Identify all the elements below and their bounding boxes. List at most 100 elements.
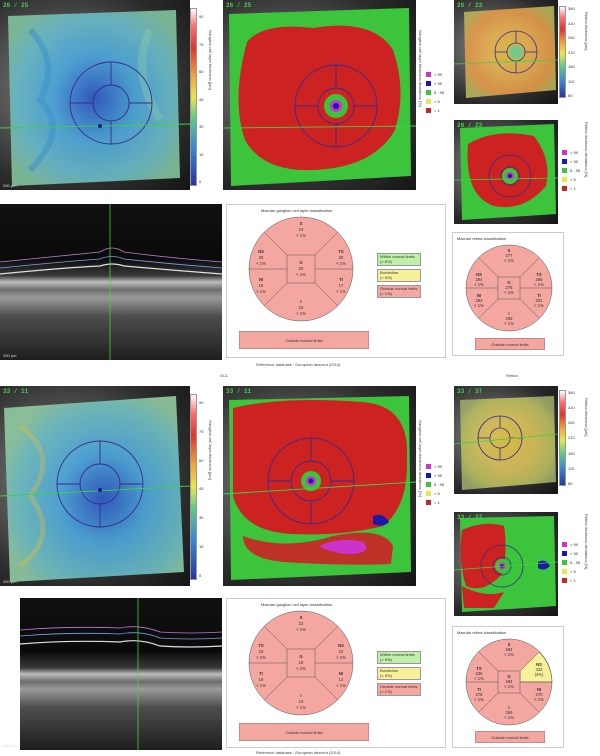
- sector-value: 23: [299, 227, 304, 232]
- status-within: Within normal limits (> 5%): [377, 651, 421, 664]
- thickness-colorbar-title: Ganglion cell layer thickness [µm]: [208, 420, 213, 480]
- legend-item: < 1: [562, 576, 580, 585]
- retina-colorbar: [559, 390, 566, 486]
- gcl-thickness-overlay: [0, 10, 190, 186]
- tick: 0: [199, 572, 202, 578]
- sector-label: G: [299, 260, 302, 265]
- legend-swatch: [562, 578, 567, 583]
- sector-pct: < 1%: [534, 697, 544, 702]
- retina-thickness-map-top[interactable]: 26 / 23: [454, 0, 558, 104]
- sector-label: TI: [339, 277, 343, 282]
- sector-label: G: [507, 674, 510, 679]
- tick: 310: [568, 405, 575, 411]
- sector-value: 278: [506, 285, 514, 290]
- legend-swatch: [562, 560, 567, 565]
- sector-pct: < 1%: [336, 683, 346, 688]
- retina-deviation-overlay: [454, 124, 558, 220]
- retina-deviation-legend-bottom: > 99 > 95 5 - 95 < 5 < 1: [562, 540, 580, 585]
- tick: 210: [568, 435, 575, 441]
- sector-label: I: [508, 311, 509, 316]
- oct-bscan-bottom[interactable]: 200 µm: [0, 598, 222, 750]
- legend-label: > 95: [434, 81, 442, 86]
- retina-thickness-overlay: [454, 396, 558, 490]
- tick: 110: [568, 465, 575, 471]
- legend-swatch: [562, 569, 567, 574]
- legend-swatch: [562, 186, 567, 191]
- retina-deviation-map-top[interactable]: 26 / 23: [454, 120, 558, 224]
- retina-sector-chart-bottom: S 264 < 1% TS 235 < 1% NS 333 (2%) G 284…: [465, 638, 553, 726]
- sector-pct: < 1%: [474, 282, 484, 287]
- retina-colorbar-ticks: 360 310 260 210 160 110 60: [568, 390, 575, 486]
- sector-pct: < 1%: [504, 258, 514, 263]
- legend-label: > 99: [570, 542, 578, 547]
- legend-item: > 95: [562, 157, 580, 166]
- tick: 30: [199, 515, 204, 521]
- scale-label: 200 µm: [3, 353, 17, 358]
- sector-label: NS: [338, 643, 344, 648]
- sector-label: S: [300, 221, 303, 226]
- sector-pct: < 1%: [474, 676, 484, 681]
- retina-deviation-title: Retina thickness deviations [%]: [584, 514, 589, 570]
- gcl-deviation-overlay: [223, 8, 416, 186]
- deviation-legend-top: > 99 > 95 5 - 95 < 5 < 1: [426, 70, 444, 115]
- sector-label: G: [299, 654, 302, 659]
- gcl-deviation-map-bottom[interactable]: 33 / 11: [223, 386, 416, 586]
- retina-sector-chart-top: S 277 < 1% NS 294 < 1% TS 266 < 1% G 278…: [465, 244, 553, 332]
- sector-label: S: [508, 248, 511, 253]
- sector-pct: < 1%: [504, 715, 514, 720]
- sector-label: NI: [537, 687, 541, 692]
- retina-deviation-map-bottom[interactable]: 33 / 37: [454, 512, 558, 616]
- scale-label: 200 µm: [3, 743, 17, 748]
- classification-verdict: Outside normal limits: [475, 338, 545, 350]
- tick: 260: [568, 35, 575, 40]
- thickness-colorbar-title: Ganglion cell layer thickness [µm]: [208, 30, 213, 90]
- legend-item: < 1: [426, 498, 444, 507]
- sector-pct: < 1%: [296, 233, 306, 238]
- legend-item: < 5: [426, 97, 444, 106]
- sector-label: TI: [477, 687, 481, 692]
- gcl-thickness-overlay: [0, 396, 190, 582]
- oct-bscan-top[interactable]: 200 µm: [0, 204, 222, 360]
- gcl-thickness-map-top[interactable]: 26 / 25 200 µm: [0, 0, 190, 190]
- status-borderline: Borderline (< 5%): [377, 667, 421, 680]
- card-title: Macular ganglion cell layer classificati…: [261, 208, 333, 213]
- sector-value: 15: [299, 305, 304, 310]
- legend-label: > 99: [570, 150, 578, 155]
- sector-value: 18: [299, 660, 304, 665]
- map-tag: 33 / 11: [3, 388, 29, 395]
- tick: 15: [199, 151, 204, 157]
- sector-value: 18: [259, 283, 264, 288]
- legend-label: < 5: [570, 569, 576, 574]
- gcl-classification-card-bottom: Macular ganglion cell layer classificati…: [226, 598, 446, 748]
- sector-value: 333: [536, 667, 544, 672]
- card-title: Macular retina classification: [457, 236, 507, 241]
- sector-value: 10: [299, 699, 304, 704]
- legend-label: < 5: [434, 99, 440, 104]
- legend-item: > 99: [562, 148, 580, 157]
- classification-verdict: Outside normal limits: [239, 723, 369, 741]
- gcl-deviation-map-top[interactable]: 26 / 25: [223, 0, 416, 190]
- sector-value: 282: [476, 298, 484, 303]
- sector-pct: < 1%: [256, 655, 266, 660]
- map-tag: 33 / 37: [457, 388, 483, 395]
- map-tag: 33 / 37: [457, 514, 483, 521]
- legend-item: 5 - 95: [426, 480, 444, 489]
- legend-label: 5 - 95: [570, 560, 581, 565]
- divider-label-retina: Retina: [506, 373, 518, 378]
- sector-label: TI: [259, 671, 263, 676]
- legend-swatch: [562, 542, 567, 547]
- gcl-thickness-map-bottom[interactable]: 33 / 11 200 µm: [0, 386, 190, 586]
- sector-pct: (2%): [535, 672, 544, 677]
- sector-label: NS: [476, 272, 482, 277]
- retina-thickness-map-bottom[interactable]: 33 / 37: [454, 386, 558, 494]
- sector-pct: < 1%: [296, 666, 306, 671]
- retina-colorbar: [559, 6, 566, 98]
- legend-swatch: [426, 482, 431, 487]
- tick: 160: [568, 450, 575, 456]
- sector-value: 266: [506, 316, 514, 321]
- tick: 360: [568, 390, 575, 395]
- sector-pct: < 1%: [256, 261, 266, 266]
- sector-value: 18: [259, 677, 264, 682]
- legend-label: > 99: [434, 72, 442, 77]
- tick: 75: [199, 428, 204, 434]
